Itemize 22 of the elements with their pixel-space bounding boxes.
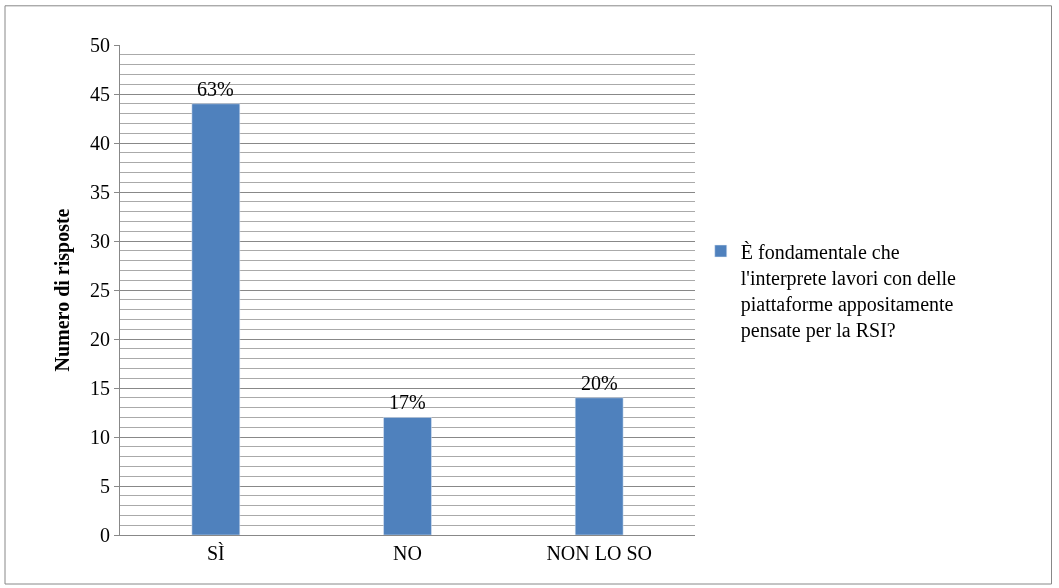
- y-tick-label: 45: [90, 83, 110, 105]
- annotation: 20%: [581, 372, 618, 394]
- annotation: 17%: [389, 391, 426, 413]
- y-tick-label: 35: [90, 181, 110, 203]
- y-tick-label: 25: [90, 279, 110, 301]
- legend-label: È fondamentale che l'interprete lavori con delle piattaforme appositamente pensate per la RSI?: [740, 240, 957, 342]
- y-tick-label: 50: [90, 34, 110, 56]
- bar: [191, 103, 241, 535]
- bar: [383, 417, 432, 535]
- y-tick-label: 10: [90, 426, 110, 448]
- bar: [574, 397, 624, 535]
- y-tick-label: 30: [90, 230, 110, 252]
- y-axis-title: Numero di risposte: [50, 208, 74, 372]
- x-tick-label: NON LO SO: [546, 542, 652, 564]
- y-tick-label: 5: [100, 475, 110, 497]
- x-tick-label: NO: [393, 542, 422, 564]
- y-tick-label: 40: [90, 132, 110, 154]
- y-tick-label: 20: [90, 328, 110, 350]
- y-tick-label: 0: [100, 524, 110, 546]
- y-tick-label: 15: [90, 377, 110, 399]
- annotation: 63%: [197, 78, 234, 100]
- x-tick-label: SÌ: [206, 542, 225, 564]
